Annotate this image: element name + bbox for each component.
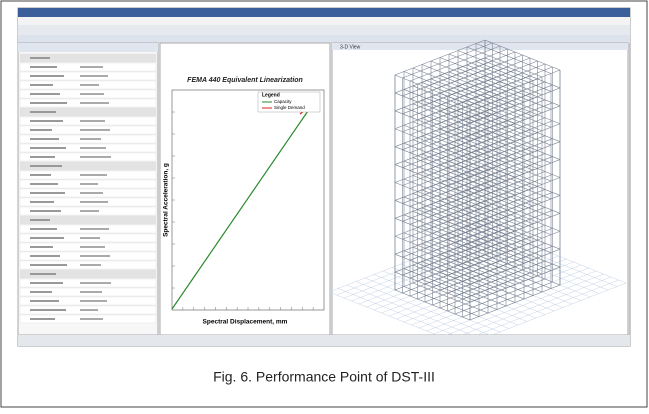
property-text [30, 156, 55, 158]
property-text [30, 102, 67, 104]
property-text [30, 318, 55, 320]
plot-panel [160, 43, 330, 335]
property-value [80, 147, 106, 149]
property-text [30, 165, 62, 167]
property-text [30, 255, 60, 257]
plot-title: FEMA 440 Equivalent Linearization [187, 77, 303, 84]
property-text [30, 66, 57, 68]
property-text [30, 282, 63, 284]
property-text [30, 264, 67, 266]
property-value [80, 174, 107, 176]
property-value [80, 84, 99, 86]
property-value [80, 183, 98, 185]
property-value [80, 66, 103, 68]
property-value [80, 309, 98, 311]
property-text [30, 129, 52, 131]
x-axis-label: Spectral Displacement, mm [203, 319, 288, 326]
property-value [80, 201, 108, 203]
property-value [80, 102, 109, 104]
property-value [80, 246, 105, 248]
property-text [30, 120, 63, 122]
property-value [80, 300, 107, 302]
property-value [80, 228, 109, 230]
property-value [80, 75, 108, 77]
property-text [30, 273, 56, 275]
property-text [30, 291, 52, 293]
property-text [30, 309, 66, 311]
property-value [80, 318, 103, 320]
property-text [30, 93, 60, 95]
property-text [30, 237, 64, 239]
property-value [80, 291, 102, 293]
toolbar [18, 25, 630, 35]
property-value [80, 210, 99, 212]
panel-toolbar [18, 43, 158, 52]
title-bar [18, 8, 630, 17]
property-text [30, 147, 66, 149]
property-text [30, 174, 51, 176]
property-text [30, 192, 65, 194]
property-text [30, 300, 59, 302]
view-tab[interactable]: 3-D View [340, 44, 361, 50]
tab-bar[interactable] [18, 35, 630, 43]
property-text [30, 75, 64, 77]
property-text [30, 219, 50, 221]
property-text [30, 201, 54, 203]
legend-title: Legend [262, 92, 280, 98]
property-text [30, 228, 57, 230]
property-text [30, 57, 50, 59]
screenshot-figure: FEMA 440 Equivalent Linearization Legend… [0, 0, 649, 409]
property-text [30, 183, 58, 185]
property-value [80, 93, 104, 95]
property-value [80, 192, 103, 194]
property-value [80, 120, 105, 122]
property-value [80, 282, 111, 284]
menu-bar [18, 17, 630, 25]
property-text [30, 210, 61, 212]
property-text [30, 111, 56, 113]
caption: Fig. 6. Performance Point of DST-III [213, 369, 435, 385]
property-text [30, 138, 59, 140]
status-bar [18, 335, 630, 346]
property-value [80, 264, 101, 266]
property-text [30, 246, 53, 248]
page: FEMA 440 Equivalent Linearization Legend… [0, 0, 649, 409]
property-text [30, 84, 53, 86]
legend-label: Single Demand [274, 105, 305, 110]
property-value [80, 138, 101, 140]
view-tab-bar [332, 43, 628, 50]
property-value [80, 156, 111, 158]
legend-label: Capacity [274, 99, 292, 104]
y-axis-label: Spectral Acceleration, g [163, 163, 170, 237]
property-value [80, 255, 110, 257]
property-value [80, 237, 100, 239]
property-value [80, 129, 110, 131]
